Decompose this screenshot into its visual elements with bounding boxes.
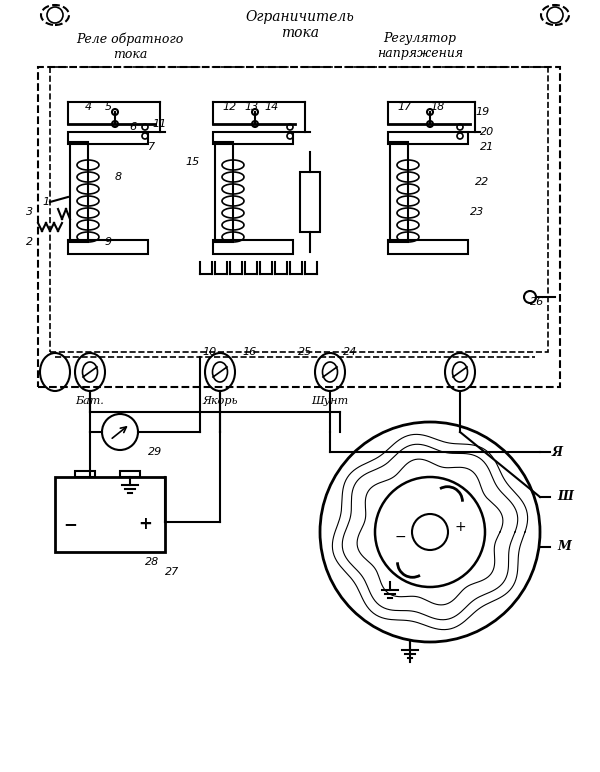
Text: +: + [138, 515, 152, 533]
Text: 19: 19 [475, 107, 489, 117]
Text: 22: 22 [475, 177, 489, 187]
Text: 27: 27 [165, 567, 179, 577]
Bar [38, 67, 560, 387]
Bar [68, 132, 148, 144]
Text: 9: 9 [105, 237, 112, 247]
Text: 16: 16 [243, 347, 257, 357]
Text: 2: 2 [26, 237, 34, 247]
Text: 10: 10 [203, 347, 217, 357]
Bar [213, 132, 293, 144]
Text: 8: 8 [115, 172, 122, 182]
Text: 7: 7 [148, 142, 155, 152]
Text: 3: 3 [26, 207, 34, 217]
Text: Реле обратного
тока: Реле обратного тока [76, 32, 184, 60]
Text: 4: 4 [85, 102, 92, 112]
Text: Якорь: Якорь [202, 396, 238, 406]
Text: 26: 26 [530, 297, 544, 307]
Bar [55, 477, 165, 552]
Text: 29: 29 [148, 447, 162, 457]
Text: 1: 1 [43, 197, 50, 207]
Text: 17: 17 [398, 102, 412, 112]
Text: 20: 20 [480, 127, 494, 137]
Bar [300, 172, 320, 232]
Text: −: − [63, 515, 77, 533]
Bar [388, 132, 468, 144]
Text: М: М [557, 540, 571, 554]
Bar [50, 67, 548, 352]
Bar [75, 471, 95, 477]
Bar [215, 142, 233, 242]
Text: Я: Я [552, 445, 563, 459]
Text: 18: 18 [431, 102, 445, 112]
Text: −: − [394, 530, 406, 544]
Text: 24: 24 [343, 347, 357, 357]
Text: Ш: Ш [557, 490, 573, 503]
Text: 12: 12 [223, 102, 237, 112]
Bar [68, 240, 148, 254]
Bar [70, 142, 88, 242]
Text: 15: 15 [186, 157, 200, 167]
Text: +: + [454, 520, 466, 534]
Text: Регулятор
напряжения: Регулятор напряжения [377, 32, 463, 60]
Text: Шунт: Шунт [311, 396, 349, 406]
Text: 23: 23 [470, 207, 484, 217]
Bar [120, 471, 140, 477]
Bar [388, 240, 468, 254]
Text: 13: 13 [245, 102, 259, 112]
Bar [213, 240, 293, 254]
Text: Ограничитель
тока: Ограничитель тока [245, 10, 355, 40]
Text: 6: 6 [130, 122, 137, 132]
Text: Бат.: Бат. [76, 396, 104, 406]
Bar [390, 142, 408, 242]
Text: 5: 5 [104, 102, 112, 112]
Text: 28: 28 [145, 557, 159, 567]
Text: 11: 11 [152, 119, 166, 129]
Text: 21: 21 [480, 142, 494, 152]
Text: 25: 25 [298, 347, 312, 357]
Text: 14: 14 [265, 102, 279, 112]
